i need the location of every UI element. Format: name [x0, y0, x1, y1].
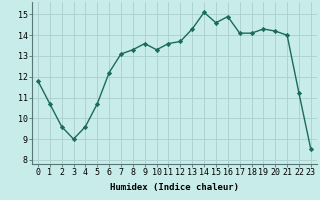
X-axis label: Humidex (Indice chaleur): Humidex (Indice chaleur)	[110, 183, 239, 192]
